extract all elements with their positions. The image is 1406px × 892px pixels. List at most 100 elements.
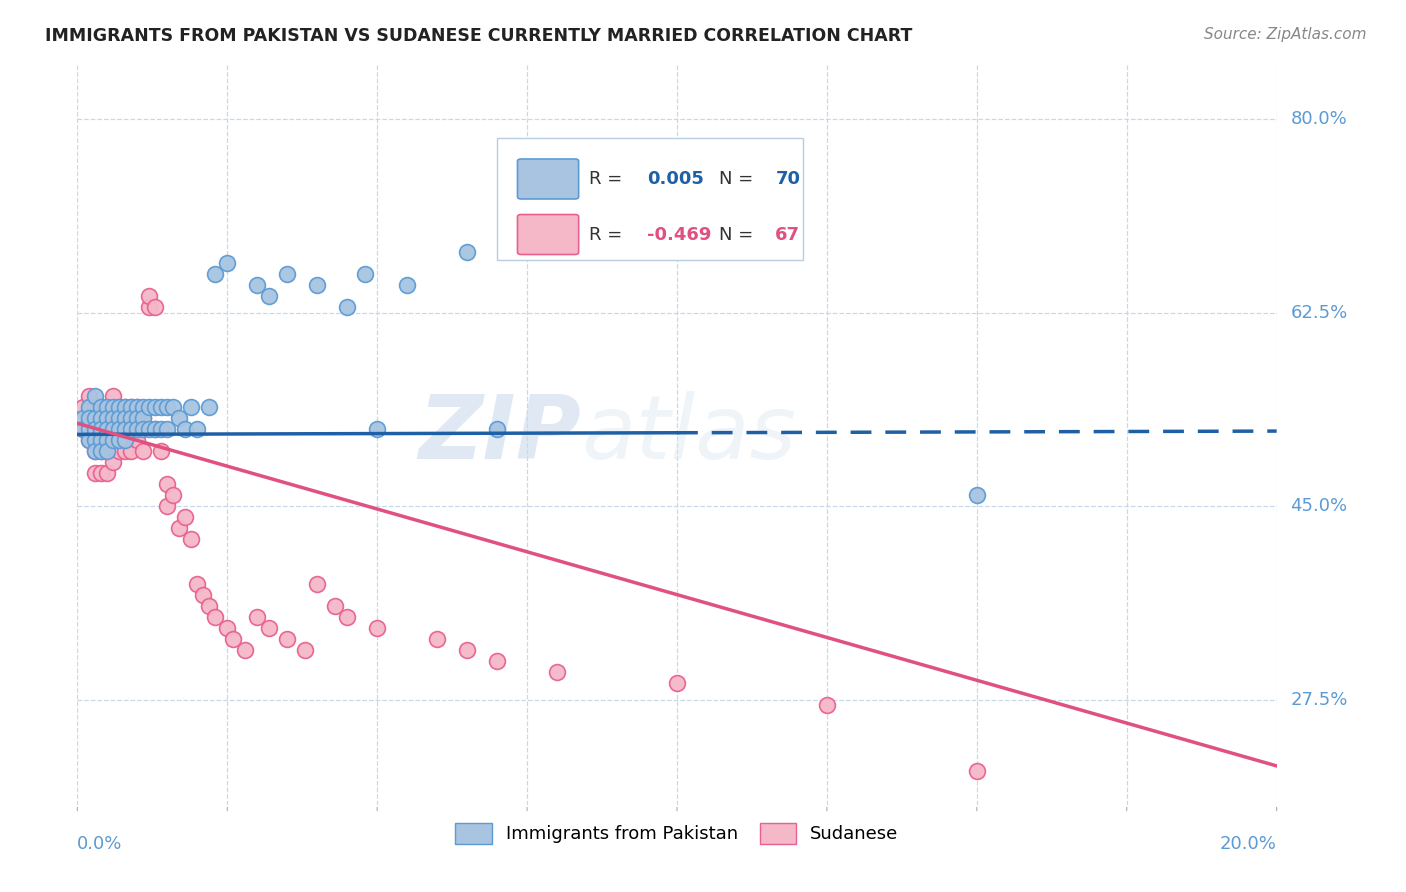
Point bbox=[114, 433, 136, 447]
Point bbox=[180, 533, 202, 547]
Text: atlas: atlas bbox=[581, 392, 796, 477]
Point bbox=[456, 245, 478, 260]
Point bbox=[96, 410, 118, 425]
Point bbox=[193, 588, 215, 602]
Text: 80.0%: 80.0% bbox=[1291, 111, 1347, 128]
Text: 27.5%: 27.5% bbox=[1291, 690, 1348, 708]
Point bbox=[103, 410, 125, 425]
Point bbox=[150, 444, 173, 458]
Text: N =: N = bbox=[718, 226, 759, 244]
Point bbox=[966, 764, 988, 779]
Point bbox=[138, 289, 160, 303]
Text: 20.0%: 20.0% bbox=[1220, 835, 1277, 853]
Point bbox=[666, 676, 689, 690]
Point bbox=[127, 410, 149, 425]
Point bbox=[120, 400, 142, 414]
Point bbox=[486, 422, 509, 436]
Point bbox=[72, 410, 94, 425]
Point bbox=[72, 422, 94, 436]
Point bbox=[84, 400, 107, 414]
Point bbox=[222, 632, 245, 646]
Point bbox=[198, 599, 221, 613]
Point bbox=[966, 488, 988, 502]
Text: N =: N = bbox=[718, 170, 759, 188]
Point bbox=[336, 609, 359, 624]
Point bbox=[90, 444, 112, 458]
Point bbox=[162, 488, 184, 502]
Point bbox=[96, 422, 118, 436]
Point bbox=[79, 433, 101, 447]
Point bbox=[217, 621, 239, 635]
Point bbox=[84, 422, 107, 436]
Text: -0.469: -0.469 bbox=[647, 226, 711, 244]
Point bbox=[366, 422, 388, 436]
Point bbox=[108, 444, 131, 458]
Point bbox=[114, 422, 136, 436]
Point bbox=[354, 267, 377, 281]
Point bbox=[96, 466, 118, 480]
Point bbox=[233, 643, 256, 657]
Point bbox=[486, 654, 509, 668]
Point bbox=[180, 400, 202, 414]
Point bbox=[246, 609, 269, 624]
Point bbox=[108, 410, 131, 425]
Point bbox=[79, 400, 101, 414]
Point bbox=[336, 301, 359, 315]
Point bbox=[103, 433, 125, 447]
Point bbox=[276, 267, 298, 281]
Point bbox=[143, 301, 166, 315]
Point bbox=[120, 410, 142, 425]
Point bbox=[156, 422, 179, 436]
Text: 67: 67 bbox=[775, 226, 800, 244]
Point bbox=[108, 422, 131, 436]
Point bbox=[90, 444, 112, 458]
Point bbox=[84, 433, 107, 447]
Point bbox=[162, 400, 184, 414]
Point bbox=[96, 433, 118, 447]
Point bbox=[276, 632, 298, 646]
Point bbox=[108, 433, 131, 447]
Point bbox=[96, 400, 118, 414]
Point bbox=[198, 400, 221, 414]
Point bbox=[174, 422, 197, 436]
Point bbox=[143, 422, 166, 436]
Point bbox=[294, 643, 316, 657]
Point bbox=[96, 444, 118, 458]
Point bbox=[79, 433, 101, 447]
Point bbox=[132, 410, 155, 425]
Point bbox=[90, 466, 112, 480]
Legend: Immigrants from Pakistan, Sudanese: Immigrants from Pakistan, Sudanese bbox=[449, 816, 905, 851]
Point bbox=[132, 400, 155, 414]
Point bbox=[79, 389, 101, 403]
Point bbox=[307, 576, 329, 591]
Point bbox=[103, 433, 125, 447]
Point bbox=[96, 444, 118, 458]
Point bbox=[323, 599, 346, 613]
Point bbox=[90, 400, 112, 414]
Point bbox=[138, 400, 160, 414]
Text: IMMIGRANTS FROM PAKISTAN VS SUDANESE CURRENTLY MARRIED CORRELATION CHART: IMMIGRANTS FROM PAKISTAN VS SUDANESE CUR… bbox=[45, 27, 912, 45]
Point bbox=[132, 422, 155, 436]
Point bbox=[114, 410, 136, 425]
Point bbox=[103, 389, 125, 403]
Point bbox=[150, 400, 173, 414]
Point bbox=[246, 278, 269, 293]
Point bbox=[127, 422, 149, 436]
Point bbox=[156, 500, 179, 514]
Text: 70: 70 bbox=[775, 170, 800, 188]
Point bbox=[90, 433, 112, 447]
Point bbox=[103, 422, 125, 436]
Point bbox=[72, 422, 94, 436]
Point bbox=[84, 466, 107, 480]
Point bbox=[257, 621, 280, 635]
Point bbox=[79, 410, 101, 425]
Point bbox=[96, 422, 118, 436]
Point bbox=[456, 643, 478, 657]
Point bbox=[114, 444, 136, 458]
Text: 0.0%: 0.0% bbox=[77, 835, 122, 853]
Point bbox=[114, 400, 136, 414]
Point bbox=[426, 632, 449, 646]
Point bbox=[103, 400, 125, 414]
Point bbox=[96, 400, 118, 414]
Point bbox=[90, 400, 112, 414]
